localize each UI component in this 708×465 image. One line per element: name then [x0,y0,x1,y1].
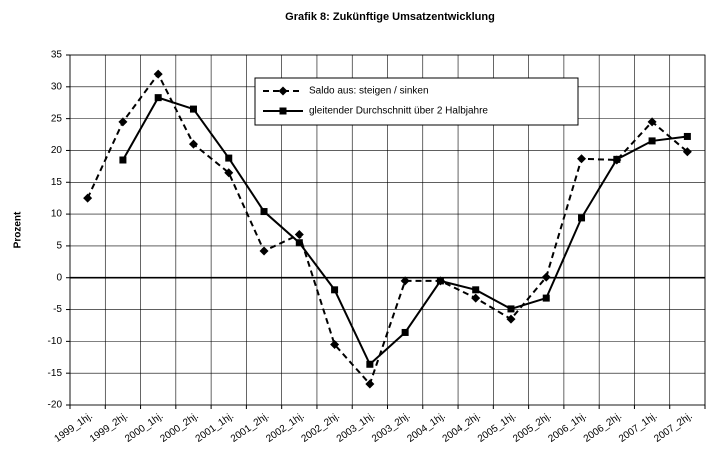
point [225,154,233,162]
x-tick-label: 1999_2hj. [88,411,130,445]
x-tick-label: 2007_1hj. [617,411,659,445]
x-tick-label: 2005_1hj. [476,411,518,445]
point [647,117,657,127]
point [259,246,269,256]
y-tick-label: -15 [48,368,63,379]
y-tick-label: 30 [51,81,63,92]
point [682,147,692,157]
chart-title: Grafik 8: Zukünftige Umsatzentwicklung [285,11,495,23]
point [154,94,162,102]
y-tick-label: -20 [48,400,63,411]
point [401,328,409,336]
point [400,276,410,286]
series-line [122,96,688,366]
point [83,193,93,203]
point [577,154,587,164]
point [118,117,128,127]
y-tick-label: 5 [56,241,62,252]
x-tick-label: 2005_2hj. [511,411,553,445]
y-tick-label: 35 [51,50,63,61]
x-tick-label: 2007_2hj. [652,411,694,445]
x-tick-label: 2004_1hj. [405,411,447,445]
point [506,314,516,324]
point [119,156,127,164]
point [331,286,339,294]
x-tick-label: 2002_2hj. [300,411,342,445]
point [330,340,340,350]
point [278,86,288,96]
legend-label: Saldo aus: steigen / sinken [309,86,429,97]
legend-label: gleitender Durchschnitt über 2 Halbjahre [309,106,488,117]
y-tick-label: 0 [56,272,62,283]
x-tick-label: 2001_2hj. [229,411,271,445]
point [578,214,586,222]
point [365,379,375,389]
point [188,139,198,149]
x-tick-label: 1999_1hj. [53,411,95,445]
y-axis-label: Prozent [13,211,24,248]
point [507,305,515,313]
series-line [86,72,689,386]
y-tick-label: 20 [51,145,63,156]
x-tick-label: 2002_1hj. [264,411,306,445]
point [224,168,234,178]
y-tick-label: 25 [51,113,63,124]
y-tick-label: -5 [53,304,62,315]
legend-box [254,77,579,126]
y-tick-label: -10 [48,336,63,347]
x-tick-label: 2004_2hj. [441,411,483,445]
point [294,229,304,239]
y-tick-label: 10 [51,209,63,220]
point [541,272,551,282]
point [153,69,163,79]
point [366,360,374,368]
point [436,277,444,285]
point [648,137,656,145]
x-tick-label: 2003_2hj. [370,411,412,445]
x-tick-label: 2003_1hj. [335,411,377,445]
point [613,155,621,163]
point [683,132,691,140]
x-tick-label: 2006_2hj. [582,411,624,445]
x-tick-label: 2006_1hj. [546,411,588,445]
x-tick-label: 2000_1hj. [123,411,165,445]
x-tick-label: 2000_2hj. [158,411,200,445]
point [542,294,550,302]
point [472,286,480,294]
point [189,105,197,113]
point [279,107,287,115]
point [295,239,303,247]
x-tick-label: 2001_1hj. [194,411,236,445]
point [471,293,481,303]
point [260,208,268,216]
y-tick-label: 15 [51,177,63,188]
plot-frame [69,54,706,406]
